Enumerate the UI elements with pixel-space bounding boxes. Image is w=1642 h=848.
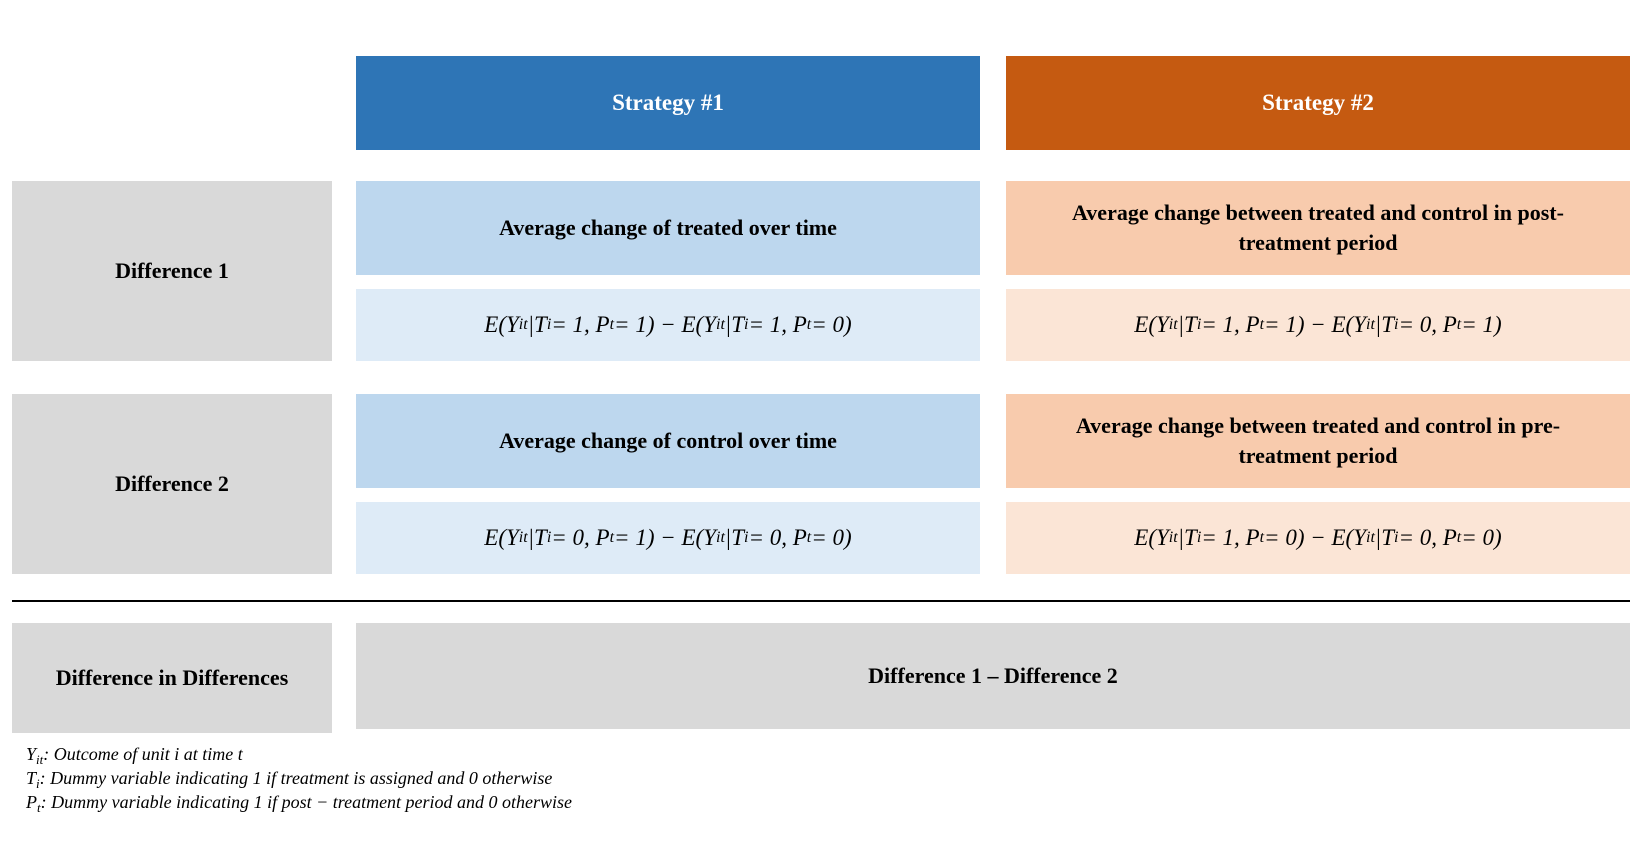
difference-2-strategy-2-description: Average change between treated and contr… — [1006, 394, 1630, 488]
divider-line — [12, 600, 1630, 602]
difference-1-strategy-2-description: Average change between treated and contr… — [1006, 181, 1630, 275]
note-p: Pt: Dummy variable indicating 1 if post … — [26, 792, 573, 815]
note-y: Yit: Outcome of unit i at time t — [26, 744, 243, 767]
difference-2-strategy-1-description: Average change of control over time — [356, 394, 980, 488]
strategy-1-header: Strategy #1 — [356, 56, 980, 150]
did-formula: Difference 1 – Difference 2 — [356, 623, 1630, 729]
difference-1-label: Difference 1 — [12, 181, 332, 361]
difference-1-strategy-1-description: Average change of treated over time — [356, 181, 980, 275]
notes: Yit: Outcome of unit i at time t Ti: Dum… — [26, 742, 572, 814]
did-label: Difference in Differences — [12, 623, 332, 733]
strategy-2-header: Strategy #2 — [1006, 56, 1630, 150]
note-t: Ti: Dummy variable indicating 1 if treat… — [26, 768, 553, 791]
difference-2-label: Difference 2 — [12, 394, 332, 574]
